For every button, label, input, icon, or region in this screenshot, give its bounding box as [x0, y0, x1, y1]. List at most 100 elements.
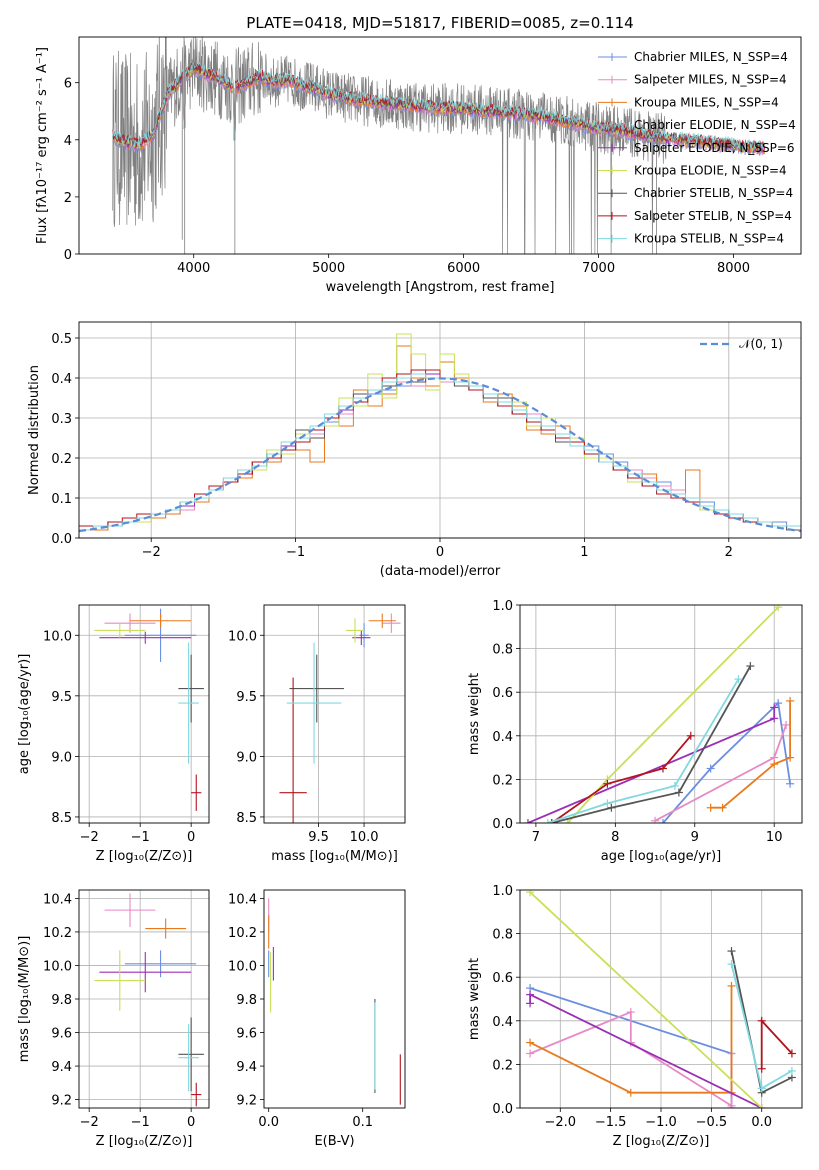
y-tick-label: 9.6 — [236, 1027, 257, 1042]
legend-label: Chabrier ELODIE, N_SSP=4 — [634, 118, 796, 132]
x-tick-label: 10.0 — [350, 830, 379, 845]
gaussian-curve — [79, 377, 801, 533]
y-tick-label: 9.4 — [236, 1060, 257, 1075]
y-tick-label: 0.0 — [51, 532, 72, 547]
weight-line-kroupa_elodie — [567, 606, 779, 823]
x-tick-label: 6000 — [447, 261, 480, 276]
x-tick-label: 8 — [611, 830, 619, 845]
y-tick-label: 0.1 — [51, 492, 72, 507]
histogram-group — [79, 333, 801, 533]
x-tick-label: −1.5 — [595, 1115, 627, 1130]
axes-frame — [519, 604, 803, 824]
x-axis-label: age [log₁₀(age/yr)] — [601, 849, 722, 864]
x-axis-label: Z [log₁₀(Z/Z⊙)] — [613, 1134, 710, 1149]
y-tick-label: 0.8 — [492, 928, 513, 943]
x-tick-label: 8000 — [717, 261, 750, 276]
x-tick-label: −1 — [131, 830, 150, 845]
line-group — [526, 890, 796, 1108]
y-tick-label: 0.2 — [492, 773, 513, 788]
y-axis-label: mass weight — [467, 673, 482, 755]
axes-frame — [78, 604, 210, 824]
weight-line-kroupa_miles — [529, 985, 733, 1094]
y-tick-label: 2 — [64, 191, 72, 206]
x-tick-label: −1 — [286, 545, 305, 560]
weight-line-salpeter_stelib — [551, 735, 692, 823]
weight-line-kroupa_elodie — [529, 891, 763, 1108]
x-tick-label: 0 — [187, 1115, 195, 1130]
x-tick-label: 1 — [580, 545, 588, 560]
y-axis-label: Flux [fλ10⁻¹⁷ erg cm⁻² s⁻¹ A⁻¹] — [35, 47, 50, 244]
y-tick-label: 0.2 — [492, 1058, 513, 1073]
y-tick-label: 9.0 — [51, 750, 72, 765]
y-tick-label: 8.5 — [236, 811, 257, 826]
axes-frame — [78, 321, 802, 539]
weight-line-salpeter_elodie — [527, 707, 776, 823]
x-tick-label: −2.0 — [544, 1115, 576, 1130]
y-tick-label: 10.0 — [43, 629, 72, 644]
x-tick-label: 7 — [532, 830, 540, 845]
x-tick-label: −0.5 — [696, 1115, 728, 1130]
spectrum-lines — [112, 37, 765, 254]
y-tick-label: 10.2 — [43, 926, 72, 941]
y-axis-label: age [log₁₀(age/yr)] — [17, 654, 32, 775]
x-tick-label: 0 — [436, 545, 444, 560]
weight-line-chabrier_stelib — [551, 665, 752, 823]
x-tick-label: 4000 — [177, 261, 210, 276]
x-tick-label: −2 — [142, 545, 161, 560]
y-tick-label: 0.6 — [492, 686, 513, 701]
x-tick-label: 0.1 — [352, 1115, 373, 1130]
x-axis-label: wavelength [Angstrom, rest frame] — [326, 280, 555, 295]
weight-line-chabrier_miles — [662, 701, 791, 823]
weight-line-kroupa_stelib — [547, 678, 740, 823]
y-tick-label: 9.5 — [236, 690, 257, 705]
y-tick-label: 9.6 — [51, 1027, 72, 1042]
axes-frame — [263, 889, 406, 1109]
chart-title: PLATE=0418, MJD=51817, FIBERID=0085, z=0… — [246, 14, 633, 32]
y-tick-label: 0.3 — [51, 412, 72, 427]
x-tick-label: −2 — [80, 830, 99, 845]
x-axis-label: (data-model)/error — [380, 564, 501, 579]
x-tick-label: 9 — [691, 830, 699, 845]
y-tick-label: 9.5 — [51, 690, 72, 705]
legend-label: Salpeter MILES, N_SSP=4 — [634, 73, 787, 87]
y-tick-label: 0.0 — [492, 1102, 513, 1117]
x-tick-label: 9.5 — [308, 830, 329, 845]
x-axis-label: Z [log₁₀(Z/Z⊙)] — [96, 849, 193, 864]
y-axis-label: mass [log₁₀(M/M⊙)] — [17, 936, 32, 1063]
axes-frame — [78, 889, 210, 1109]
x-tick-label: 0 — [187, 830, 195, 845]
axes-frame — [519, 889, 803, 1109]
y-tick-label: 0.6 — [492, 971, 513, 986]
y-tick-label: 9.0 — [236, 750, 257, 765]
weight-line-salpeter_stelib — [760, 1018, 793, 1069]
y-tick-label: 10.2 — [228, 926, 257, 941]
y-tick-label: 6 — [64, 77, 72, 92]
y-tick-label: 9.2 — [51, 1094, 72, 1109]
legend-label: Salpeter STELIB, N_SSP=4 — [634, 209, 792, 223]
y-tick-label: 0.4 — [492, 730, 513, 745]
y-tick-label: 4 — [64, 134, 72, 149]
legend-label: 𝒩(0, 1) — [739, 337, 783, 351]
line-group — [523, 605, 795, 823]
y-tick-label: 9.8 — [51, 993, 72, 1008]
x-tick-label: 10 — [766, 830, 783, 845]
x-tick-label: −1 — [131, 1115, 150, 1130]
y-tick-label: 10.0 — [43, 959, 72, 974]
model-spectrum-kroupa_stelib — [112, 61, 765, 151]
y-tick-label: 0 — [64, 248, 72, 263]
x-tick-label: −2 — [80, 1115, 99, 1130]
legend-label: Salpeter ELODIE, N_SSP=6 — [634, 141, 795, 155]
y-tick-label: 10.4 — [43, 892, 72, 907]
y-tick-label: 0.4 — [51, 372, 72, 387]
legend-label: Chabrier MILES, N_SSP=4 — [634, 50, 788, 64]
y-tick-label: 0.2 — [51, 452, 72, 467]
y-tick-label: 0.0 — [492, 817, 513, 832]
x-axis-label: E(B-V) — [314, 1134, 354, 1149]
x-axis-label: Z [log₁₀(Z/Z⊙)] — [96, 1134, 193, 1149]
axes-frame — [263, 604, 406, 824]
model-spectrum-kroupa_miles — [112, 66, 765, 156]
y-tick-label: 10.4 — [228, 892, 257, 907]
y-tick-label: 9.8 — [236, 993, 257, 1008]
x-tick-label: 0.0 — [258, 1115, 279, 1130]
